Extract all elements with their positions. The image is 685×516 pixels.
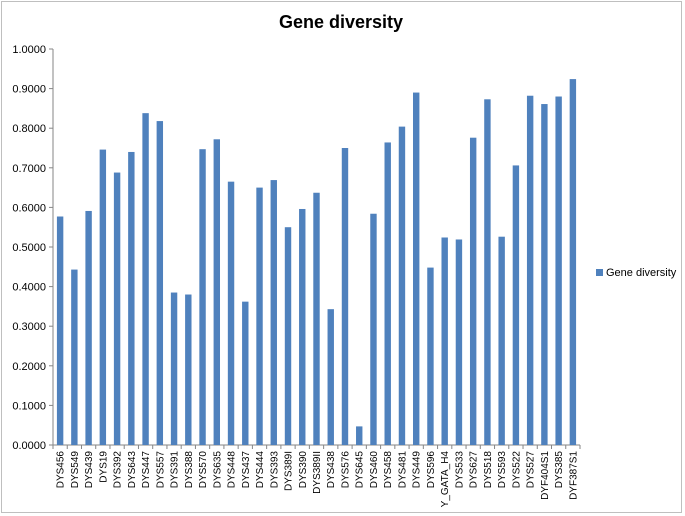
x-tick-label: DYS449 — [412, 451, 423, 489]
bar-dys449 — [412, 92, 420, 445]
bar-dys557 — [156, 121, 164, 446]
x-tick-label: DYS447 — [141, 451, 152, 489]
x-tick-label: DYS549 — [70, 451, 81, 489]
x-tick-label: DYS456 — [56, 451, 67, 489]
legend-label: Gene diversity — [606, 267, 677, 279]
y-tick-label: 0.4000 — [12, 282, 46, 294]
bar-dys438 — [327, 309, 334, 445]
bar-dys522 — [512, 165, 520, 445]
x-tick-label: DYF387S1 — [568, 451, 579, 500]
bar-dys570 — [199, 149, 206, 446]
x-tick-label: DYS533 — [454, 451, 465, 489]
x-tick-label: DYS570 — [198, 451, 209, 489]
legend-swatch — [596, 269, 603, 276]
x-tick-label: DYS389II — [312, 451, 323, 494]
x-tick-label: DYS522 — [511, 451, 522, 489]
bar-dys527 — [526, 95, 534, 445]
y-tick-label: 0.0000 — [12, 440, 46, 452]
bar-dys593 — [498, 236, 505, 445]
bar-dys549 — [71, 269, 78, 445]
y-tick-label: 0.7000 — [12, 163, 46, 175]
x-tick-label: DYS389I — [284, 451, 295, 491]
x-tick-label: DYS481 — [397, 451, 408, 489]
x-tick-label: DYS643 — [127, 451, 138, 489]
y-tick-label: 0.3000 — [12, 321, 46, 333]
x-tick-label: DYS527 — [526, 451, 537, 489]
bar-dys576 — [341, 148, 349, 445]
bar-dys645 — [356, 426, 363, 445]
x-tick-label: DYS645 — [355, 451, 366, 489]
x-tick-label: DYS444 — [255, 451, 266, 489]
bar-dys389i — [284, 227, 292, 445]
bar-dys518 — [484, 99, 491, 446]
bar-dys635 — [213, 139, 221, 445]
bar-dys481 — [398, 126, 406, 445]
x-tick-label: DYF404S1 — [540, 451, 551, 500]
y-tick-label: 0.6000 — [12, 202, 46, 214]
y-tick-label: 0.8000 — [12, 123, 46, 135]
x-tick-label: DYS627 — [469, 451, 480, 489]
bar-dyf387s1 — [569, 79, 577, 445]
bar-dys391 — [170, 292, 178, 445]
x-tick-label: DYS438 — [326, 451, 337, 489]
bar-dys437 — [242, 301, 249, 445]
x-tick-label: DYS391 — [170, 451, 181, 489]
x-tick-label: DYS385 — [554, 451, 565, 489]
y-tick-label: 0.5000 — [12, 242, 46, 254]
bar-dys392 — [113, 172, 121, 445]
x-tick-label: DYS388 — [184, 451, 195, 489]
bar-dyf404s1 — [541, 104, 548, 445]
x-tick-label: DYS576 — [340, 451, 351, 489]
bar-dys448 — [227, 181, 235, 445]
bar-dys643 — [128, 151, 135, 445]
y-axis: 0.0000 0.1000 0.2000 0.3000 0.4000 0.5000 0.60… — [12, 44, 53, 452]
y-tick-label: 0.2000 — [12, 361, 46, 373]
x-tick-label: DYS458 — [383, 451, 394, 489]
x-tick-label: DYS392 — [113, 451, 124, 489]
bar-dys627 — [469, 137, 477, 446]
x-tick-label: DYS19 — [98, 451, 109, 483]
bar-dys19 — [99, 149, 107, 446]
x-tick-label: DYS518 — [483, 451, 494, 489]
x-tick-label: DYS393 — [269, 451, 280, 489]
x-tick-label: DYS593 — [497, 451, 508, 489]
x-tick-label: Y_GATA_H4 — [440, 451, 451, 508]
y-tick-label: 1.0000 — [12, 44, 46, 56]
bar-dys390 — [299, 208, 306, 445]
bar-dys393 — [270, 180, 277, 446]
x-tick-label: DYS635 — [212, 451, 223, 489]
bar-dys460 — [370, 213, 377, 445]
bar-series — [56, 79, 577, 446]
bar-dys439 — [85, 210, 92, 445]
x-tick-label: DYS448 — [227, 451, 238, 489]
x-tick-label: DYS557 — [155, 451, 166, 489]
x-tick-label: DYS390 — [298, 451, 309, 489]
bar-dys385 — [555, 96, 562, 446]
x-tick-label: DYS439 — [84, 451, 95, 489]
bar-dys389ii — [313, 192, 320, 445]
bar-dys596 — [427, 267, 434, 445]
x-tick-label: DYS437 — [241, 451, 252, 489]
bar-dys444 — [256, 187, 263, 445]
y-tick-label: 0.1000 — [12, 400, 46, 412]
bar-dys456 — [56, 216, 64, 445]
x-tick-label: DYS596 — [426, 451, 437, 489]
bar-dys447 — [142, 113, 149, 445]
chart-title: Gene diversity — [279, 12, 403, 32]
bar-y-gata-h4 — [441, 237, 448, 445]
x-tick-label: DYS460 — [369, 451, 380, 489]
bar-dys458 — [384, 142, 391, 445]
y-tick-label: 0.9000 — [12, 84, 46, 96]
bar-dys388 — [185, 294, 192, 445]
bar-dys533 — [455, 239, 463, 445]
x-axis: DYS456 DYS549 DYS439 DYS19 DYS392 DYS643 DYS44… — [52, 445, 581, 508]
legend: Gene diversity — [596, 267, 677, 279]
